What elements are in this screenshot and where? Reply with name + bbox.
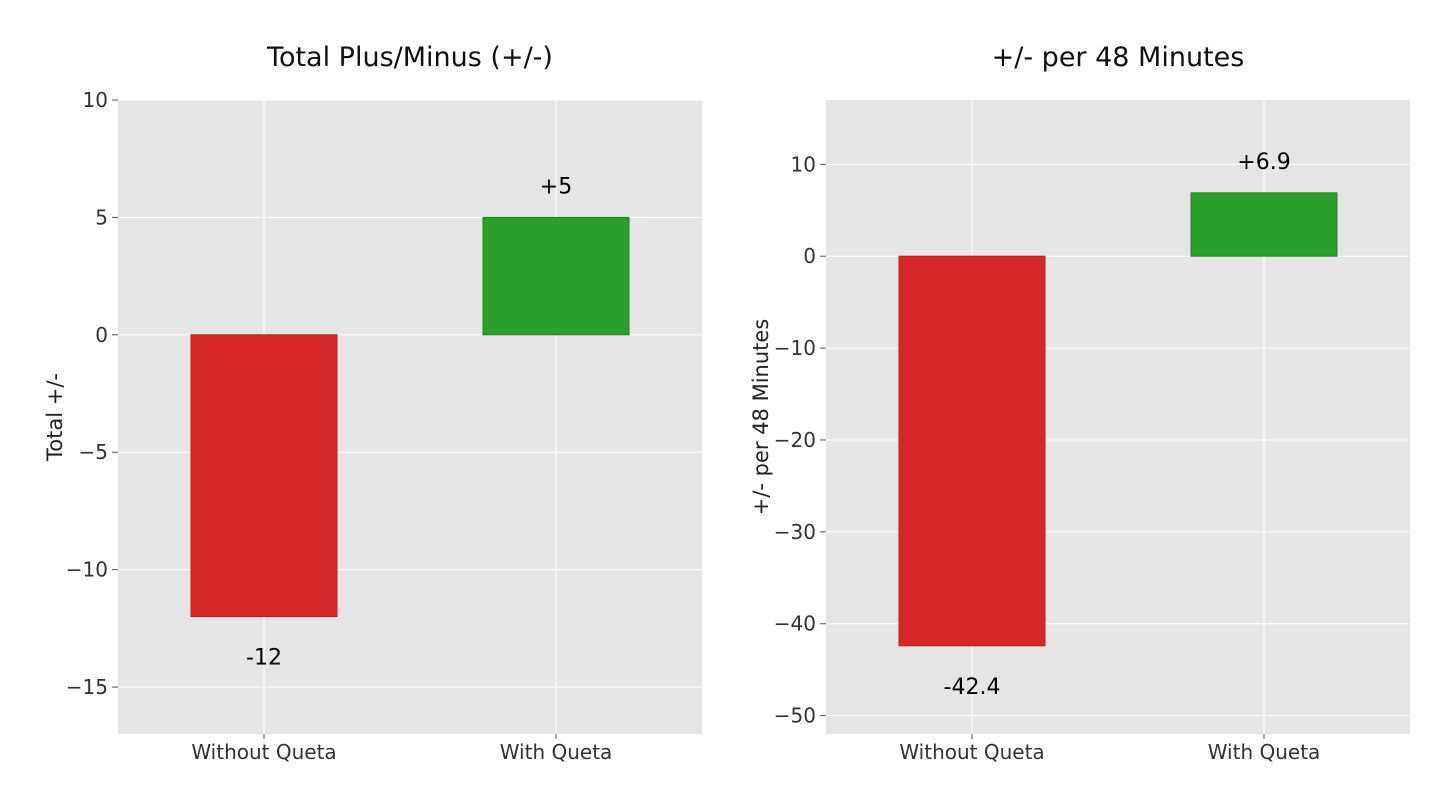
value-label: -12 xyxy=(246,646,282,671)
y-tick-label: 10 xyxy=(791,152,816,176)
x-tick-label: With Queta xyxy=(500,740,613,764)
chart-title: +/- per 48 Minutes xyxy=(992,42,1245,73)
x-tick-label: With Queta xyxy=(1208,740,1321,764)
y-tick-label: −20 xyxy=(774,428,816,452)
chart-panel-2: 10 0 −10 −20 −30 −40 −50 -42.4 +6.9 Without Queta… xyxy=(749,42,1410,764)
y-tick-label: −30 xyxy=(774,520,816,544)
bar-with-queta xyxy=(1190,192,1338,257)
y-tick-label: −5 xyxy=(79,440,108,464)
y-tick-label: −10 xyxy=(66,558,108,582)
x-tick-label: Without Queta xyxy=(899,740,1044,764)
chart-title: Total Plus/Minus (+/-) xyxy=(266,42,553,73)
y-tick-label: −15 xyxy=(66,675,108,699)
y-axis-label: +/- per 48 Minutes xyxy=(749,319,773,516)
y-tick-label: 10 xyxy=(83,88,108,112)
y-axis-label: Total +/- xyxy=(43,373,67,462)
value-label: +6.9 xyxy=(1237,150,1290,175)
bar-without-queta xyxy=(190,334,338,618)
bar-with-queta xyxy=(482,216,630,336)
chart-panel-1: 10 5 0 −5 −10 −15 -12 +5 Without Queta With Queta… xyxy=(43,42,702,764)
y-tick-label: −10 xyxy=(774,336,816,360)
value-label: -42.4 xyxy=(944,675,1001,700)
bar-without-queta xyxy=(898,255,1046,647)
y-tick-label: −50 xyxy=(774,704,816,728)
x-tick-label: Without Queta xyxy=(191,740,336,764)
y-tick-label: 0 xyxy=(95,323,108,347)
value-label: +5 xyxy=(540,174,572,199)
y-tick-label: 0 xyxy=(803,244,816,268)
y-tick-label: 5 xyxy=(95,205,108,229)
y-tick-label: −40 xyxy=(774,612,816,636)
